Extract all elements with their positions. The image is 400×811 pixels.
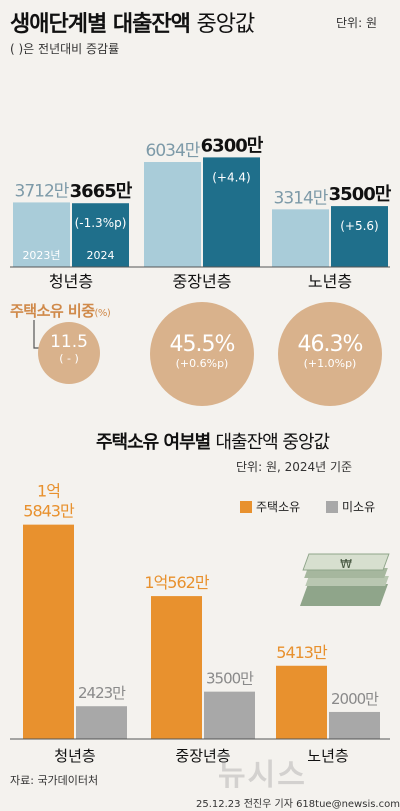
category-label: 노년층 (308, 272, 352, 291)
section2-unit: 단위: 원, 2024년 기준 (236, 460, 353, 474)
bar-curr (331, 206, 388, 267)
bar-value-label: 3500만 (329, 184, 392, 205)
ratio-change-youth: ( - ) (59, 352, 79, 365)
bar-value-label: 3314만 (274, 188, 329, 208)
ownership-ratio-title: 주택소유 비중(%) (10, 300, 111, 321)
title-light: 중앙값 (196, 12, 256, 37)
legend-owned: 주택소유 (240, 498, 300, 515)
ratio-value-youth: 11.5 (50, 332, 88, 352)
bar-value-label: 1억562만 (144, 573, 209, 592)
ratio-circle-youth: 11.5 ( - ) (38, 322, 100, 384)
bar-value-label: 6034만 (146, 141, 201, 161)
loan-by-life-stage-chart: 3712만 2023년 3665만 (-1.3%p) 2024 청년층 6034만 6300만… (10, 135, 393, 291)
bar-value-label: 1억 (37, 482, 60, 501)
ownership-ratio-unit: (%) (94, 308, 111, 319)
section2-title-light: 대출잔액 중앙값 (215, 432, 330, 453)
bar-not-owned (329, 711, 380, 739)
bar-not-owned (76, 706, 127, 739)
bar-owned (23, 524, 74, 739)
ratio-value-senior: 46.3% (297, 332, 364, 357)
legend-not-owned-label: 미소유 (342, 500, 376, 514)
bar-not-owned (204, 691, 255, 739)
ratio-change-middle: (+0.6%p) (175, 357, 229, 370)
title-bold: 생애단계별 대출잔액 (10, 12, 191, 37)
credit: 25.12.23 전진우 기자 618tue@newsis.com (196, 799, 400, 810)
bar-prev (144, 162, 201, 267)
legend-owned-swatch (240, 500, 252, 513)
chart-title: 생애단계별 대출잔액 중앙값 (10, 6, 256, 38)
bar-prev (272, 209, 329, 267)
ratio-value-middle: 45.5% (169, 332, 236, 357)
category-label: 청년층 (49, 272, 93, 291)
section2-title: 주택소유 여부별 대출잔액 중앙값 (96, 428, 330, 454)
bar-value-label: 3665만 (70, 181, 133, 202)
category-label: 청년층 (54, 747, 95, 765)
bar-prev (13, 202, 70, 267)
section2-title-bold: 주택소유 여부별 (96, 432, 211, 453)
ratio-circle-middle: 45.5% (+0.6%p) (150, 302, 254, 406)
bar-value-label: 6300만 (201, 135, 264, 156)
change-note: ( )은 전년대비 증감률 (10, 42, 120, 56)
legend-not-owned: 미소유 (326, 498, 375, 515)
legend-not-owned-swatch (326, 500, 338, 513)
bar-curr (203, 157, 260, 267)
series-year-label: 2024 (87, 249, 115, 262)
bar-value-label: 3500만 (206, 670, 254, 688)
bar-value-label: 2423만 (78, 684, 126, 702)
bar-value-label: 3712만 (15, 181, 70, 201)
bar-value-label: 2000만 (331, 690, 379, 708)
ownership-ratio-title-text: 주택소유 비중 (10, 302, 95, 320)
change-label: (+5.6) (340, 219, 379, 233)
bar-value-label: 5413만 (276, 643, 328, 662)
series-year-label: 2023년 (22, 249, 60, 262)
unit-label: 단위: 원 (336, 16, 377, 30)
source: 자료: 국가데이터처 (10, 774, 99, 787)
ratio-circle-senior: 46.3% (+1.0%p) (278, 302, 382, 406)
change-label: (-1.3%p) (75, 216, 127, 230)
category-label: 중장년층 (173, 272, 232, 291)
legend-owned-label: 주택소유 (256, 500, 301, 514)
bar-value-label: 5843만 (23, 502, 75, 521)
ratio-change-senior: (+1.0%p) (303, 357, 357, 370)
bar-curr (72, 203, 129, 267)
watermark: 뉴시스 (218, 758, 307, 793)
bar-owned (151, 596, 202, 739)
change-label: (+4.4) (212, 170, 251, 184)
svg-text:₩: ₩ (340, 557, 352, 571)
category-label: 노년층 (307, 747, 348, 765)
bar-owned (276, 665, 327, 739)
money-stack-icon: ₩ (299, 553, 390, 606)
category-label: 중장년층 (175, 747, 230, 765)
